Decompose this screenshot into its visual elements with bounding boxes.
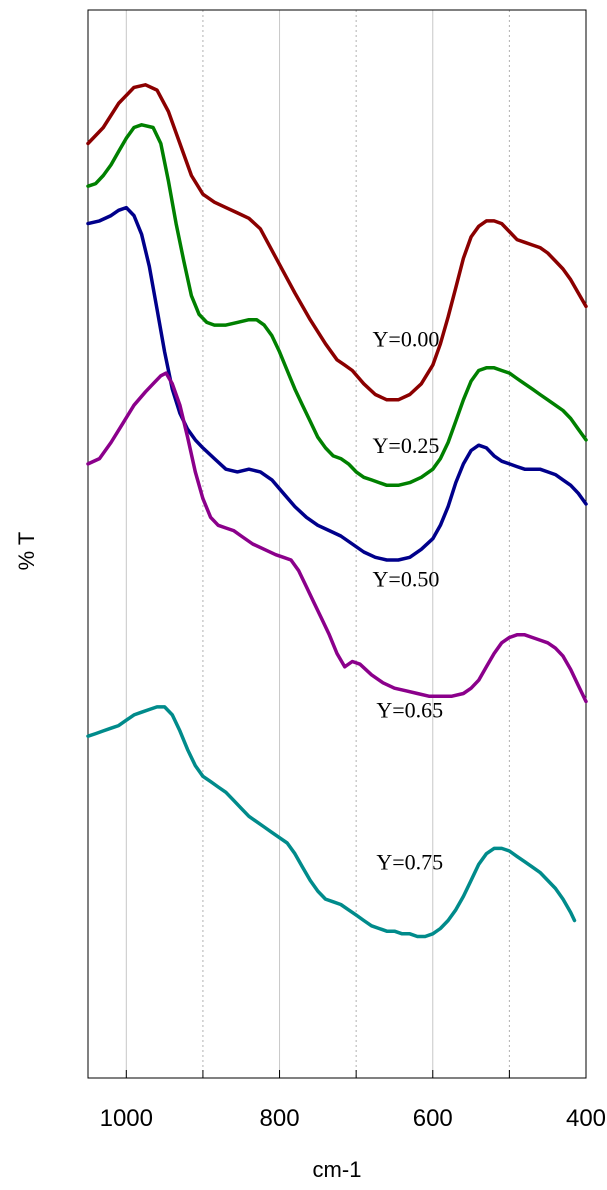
series-label-2: Y=0.50	[373, 567, 440, 592]
series-layer	[86, 83, 588, 939]
x-axis-label: cm-1	[313, 1157, 362, 1182]
y-axis-label: % T	[14, 532, 39, 571]
series-line-0	[86, 83, 588, 402]
x-tick-label: 400	[566, 1105, 606, 1132]
series-line-3	[86, 371, 588, 704]
x-tick-label: 1000	[100, 1105, 153, 1132]
x-axis-ticks	[125, 1070, 587, 1078]
x-tick-label: 600	[413, 1105, 453, 1132]
x-tick-labels: 1000 800 600 400	[100, 1105, 606, 1132]
series-line-2	[86, 205, 588, 562]
plot-frame	[87, 9, 587, 1079]
x-tick-label: 800	[260, 1105, 300, 1132]
gridlines	[125, 10, 510, 1078]
series-label-3: Y=0.65	[376, 698, 443, 723]
series-labels: Y=0.00 Y=0.25 Y=0.50 Y=0.65 Y=0.75	[373, 326, 444, 874]
series-label-4: Y=0.75	[376, 850, 443, 875]
series-label-1: Y=0.25	[373, 433, 440, 458]
series-line-1	[86, 123, 588, 488]
series-line-4	[86, 705, 577, 939]
series-label-0: Y=0.00	[373, 326, 440, 351]
